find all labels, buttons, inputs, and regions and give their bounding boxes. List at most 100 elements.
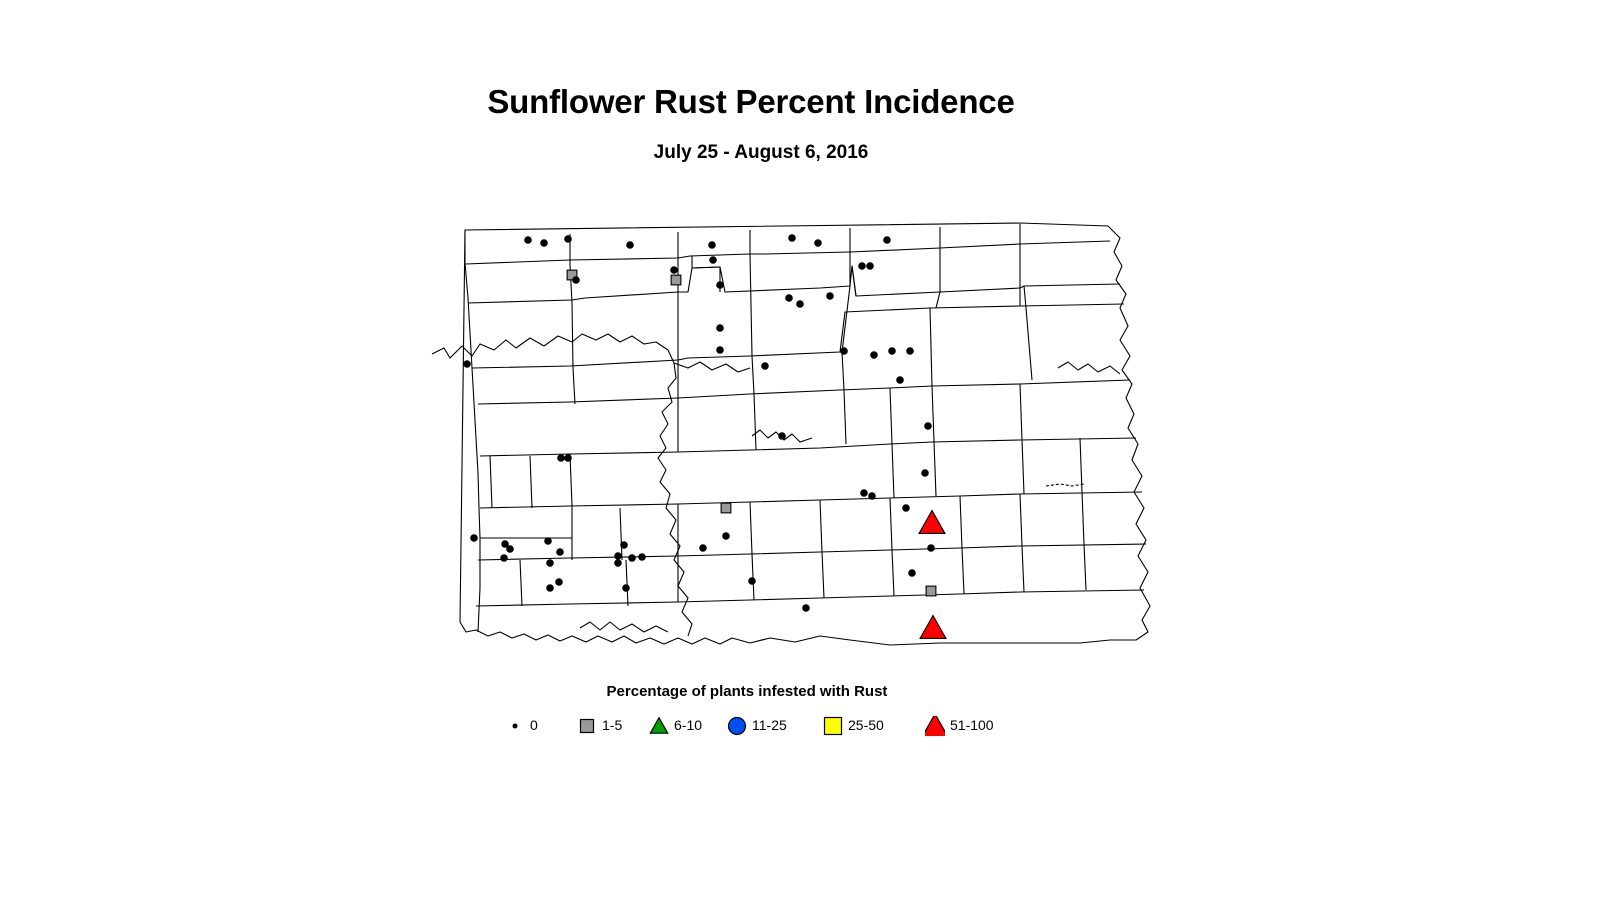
map-marker-gray-square [925, 585, 937, 597]
map-marker-small-dot [572, 276, 580, 284]
map-marker-small-dot [716, 324, 724, 332]
county-boundaries [431, 222, 1151, 646]
tier-line-6 [479, 437, 1137, 457]
map-marker-small-dot [614, 552, 622, 560]
map-marker-small-dot [906, 347, 914, 355]
map-marker-gray-square [670, 274, 682, 286]
v-line-k [572, 367, 576, 405]
legend-item-label: 1-5 [602, 717, 623, 733]
map-marker-small-dot [709, 256, 717, 264]
map-marker-red-triangle [918, 509, 946, 535]
map-marker-small-dot [463, 360, 471, 368]
map-marker-small-dot [883, 236, 891, 244]
red-triangle-icon [925, 716, 945, 736]
tier-line-9 [475, 589, 1145, 607]
map-marker-gray-square [720, 502, 732, 514]
map-marker-small-dot [557, 454, 565, 462]
dashed-line-e [1045, 483, 1085, 487]
map-marker-small-dot [708, 241, 716, 249]
river-squiggle-d [1057, 361, 1121, 375]
map-marker-small-dot [927, 544, 935, 552]
map-marker-small-dot [620, 541, 628, 549]
legend-caption: Percentage of plants infested with Rust [606, 683, 888, 700]
v-line-p [931, 385, 937, 497]
legend-item-0[interactable]: 0 [505, 710, 538, 740]
map-marker-small-dot [860, 489, 868, 497]
map-marker-small-dot [826, 292, 834, 300]
legend-item-25-50[interactable]: 25-50 [823, 710, 884, 740]
legend-item-6-10[interactable]: 6-10 [649, 710, 702, 740]
legend: 0 1-5 6-10 11-25 25-50 51-100 [505, 710, 1025, 740]
tier-line-3 [467, 265, 1121, 304]
map-marker-small-dot [546, 584, 554, 592]
map-marker-small-dot [500, 554, 508, 562]
legend-item-label: 25-50 [848, 717, 884, 733]
map-marker-small-dot [858, 262, 866, 270]
map-marker-small-dot [638, 553, 646, 561]
map-marker-small-dot [921, 469, 929, 477]
missouri-river-mid [657, 362, 693, 637]
page-title: Sunflower Rust Percent Incidence [487, 83, 1015, 120]
v-line-g [691, 256, 721, 292]
map-marker-small-dot [778, 432, 786, 440]
v-line-d [841, 228, 851, 353]
v-line-q [1019, 383, 1025, 495]
map-marker-red-triangle [919, 614, 947, 640]
v-line-m [751, 355, 757, 451]
page-subtitle: July 25 - August 6, 2016 [653, 142, 869, 163]
map-marker-small-dot [796, 300, 804, 308]
v-line-j [1023, 285, 1033, 381]
map-marker-small-dot [722, 532, 730, 540]
map-marker-small-dot [888, 347, 896, 355]
tier-line-8 [477, 543, 1147, 561]
tier-line-4 [471, 303, 1125, 369]
map-marker-small-dot [626, 241, 634, 249]
v-line-r [489, 455, 493, 509]
map-marker-small-dot [555, 578, 563, 586]
v-line-t [569, 453, 573, 560]
map-marker-small-dot [556, 548, 564, 556]
map-marker-small-dot [908, 569, 916, 577]
river-branch-a [673, 361, 751, 373]
map-marker-small-dot [564, 454, 572, 462]
river-squiggle-c [579, 621, 669, 633]
tier-line-2 [465, 240, 1111, 265]
legend-item-51-100[interactable]: 51-100 [925, 710, 994, 740]
v-line-aa [1019, 493, 1025, 593]
legend-item-label: 51-100 [950, 717, 994, 733]
map-marker-small-dot [716, 281, 724, 289]
map-marker-small-dot [501, 540, 509, 548]
v-line-y [889, 497, 895, 597]
v-line-c [749, 230, 753, 357]
map-marker-small-dot [896, 376, 904, 384]
map-marker-small-dot [868, 492, 876, 500]
map-marker-small-dot [866, 262, 874, 270]
v-line-u [619, 507, 623, 561]
legend-item-1-5[interactable]: 1-5 [577, 710, 622, 740]
v-line-w [749, 501, 755, 601]
data-points [463, 234, 947, 640]
map-marker-small-dot [748, 577, 756, 585]
yellow-square-icon [823, 716, 843, 736]
v-line-s [529, 455, 533, 509]
v-line-z [959, 495, 965, 595]
v-line-ac [519, 559, 523, 607]
map-marker-small-dot [614, 559, 622, 567]
tier-line-1 [464, 230, 481, 633]
v-line-o [889, 387, 895, 499]
map-marker-small-dot [870, 351, 878, 359]
legend-item-11-25[interactable]: 11-25 [727, 710, 787, 740]
v-line-n [841, 351, 847, 445]
map-marker-small-dot [785, 294, 793, 302]
v-line-x [819, 499, 825, 599]
map-marker-small-dot [470, 534, 478, 542]
map-marker-small-dot [524, 236, 532, 244]
v-line-e [935, 227, 941, 309]
map-marker-small-dot [699, 544, 707, 552]
map-marker-small-dot [840, 347, 848, 355]
state-outline [459, 222, 1151, 646]
v-line-i [929, 307, 933, 387]
map-marker-small-dot [788, 234, 796, 242]
green-triangle-icon [649, 716, 669, 734]
